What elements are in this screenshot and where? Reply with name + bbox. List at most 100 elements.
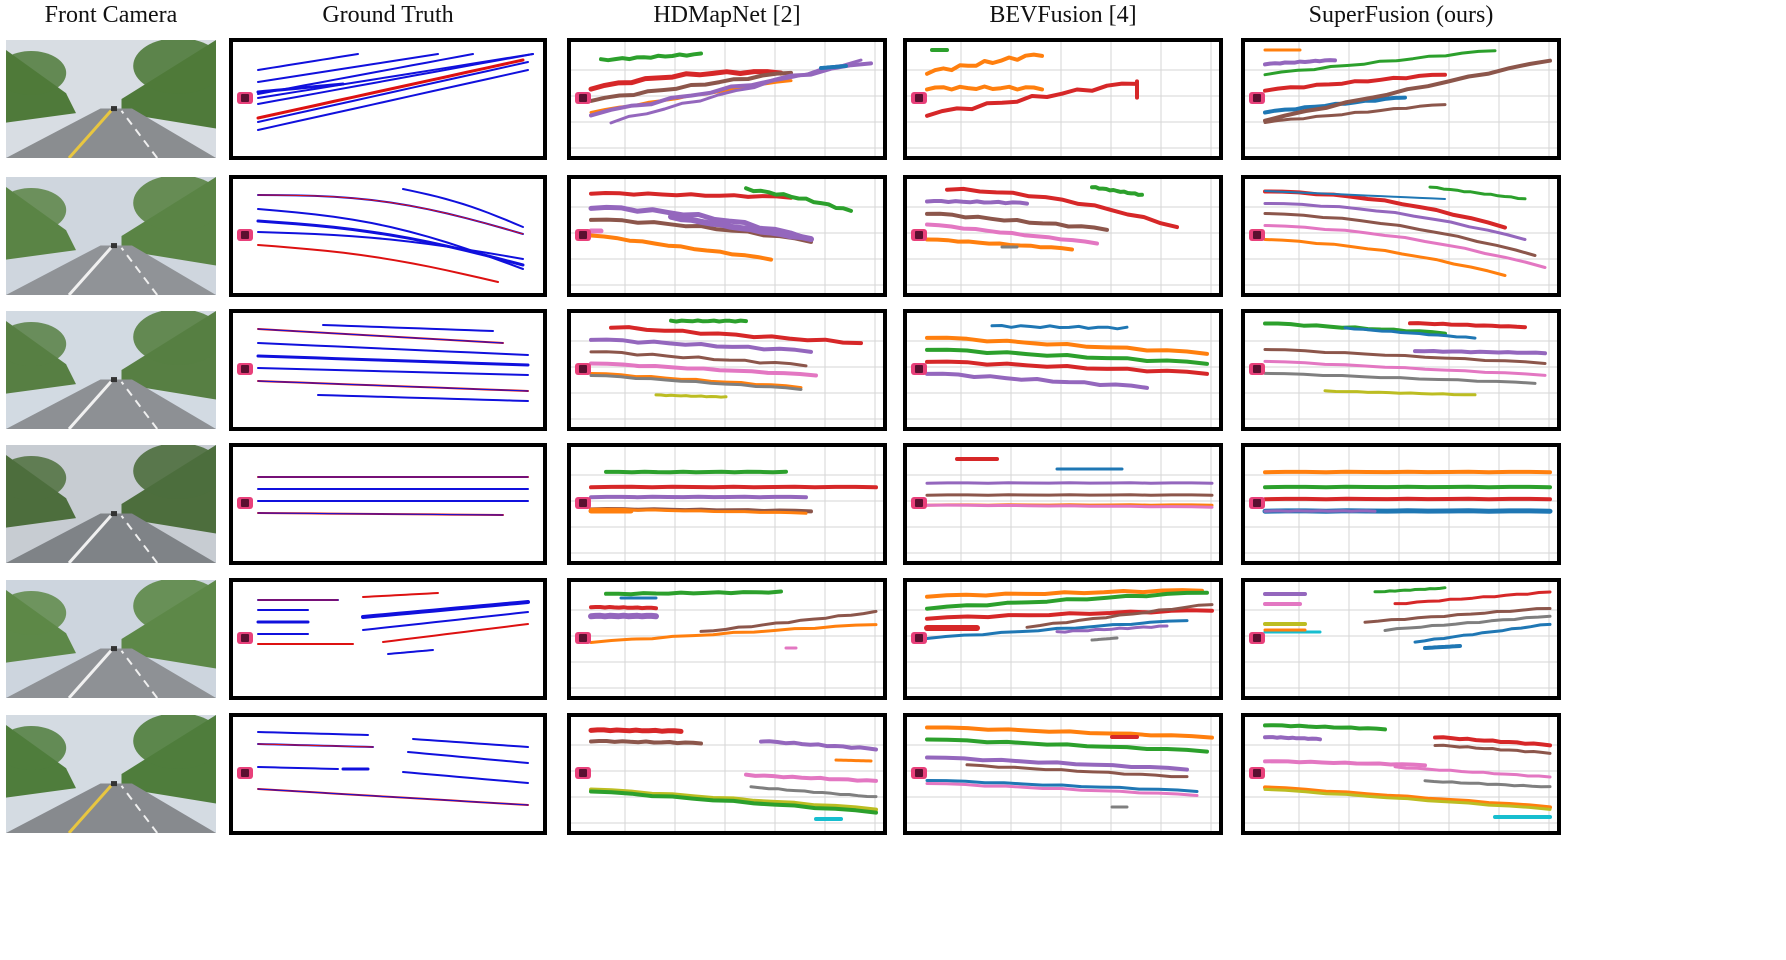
superfusion-panel (1241, 443, 1561, 565)
gt-lane-red (256, 58, 525, 120)
ego-vehicle-icon (237, 229, 253, 241)
pred-lane-purple (1263, 202, 1527, 241)
pred-lane-red (925, 608, 1214, 621)
pred-lane-red (1408, 321, 1527, 330)
ego-vehicle-icon (911, 497, 927, 509)
hdmapnet-panel (567, 175, 887, 297)
pred-lane-gray (1090, 636, 1119, 642)
pred-lane-brown (965, 763, 1189, 779)
column-header-hdmapnet: HDMapNet [2] (653, 2, 801, 28)
bev-grid (571, 447, 883, 561)
pred-lane-orange (589, 372, 803, 390)
pred-lane-olive (1263, 787, 1552, 811)
pred-lane-green (925, 590, 1209, 611)
ego-vehicle-icon (575, 632, 591, 644)
column-header-ground-truth: Ground Truth (322, 2, 454, 28)
pred-lane-gray (1263, 371, 1537, 385)
pred-lane-pink (1263, 759, 1427, 768)
bevfusion-panel (903, 578, 1223, 700)
bev-grid (907, 179, 1219, 293)
pred-lane-brown (1263, 58, 1552, 123)
gt-lane-red (257, 244, 499, 283)
gt-lane-blue (256, 354, 530, 367)
pred-lane-purple (759, 739, 878, 752)
pred-lane-purple (1413, 349, 1547, 356)
pred-lane-gray (589, 374, 803, 391)
pred-lane-red (589, 605, 658, 611)
pred-lane-orange (1263, 785, 1552, 810)
pred-lane-purple (925, 371, 1149, 390)
gt-lane-red (257, 194, 524, 235)
gt-lane-blue (257, 380, 529, 392)
pred-lane-pink (1393, 765, 1552, 779)
superfusion-panel (1241, 578, 1561, 700)
gt-lane-blue (257, 788, 529, 806)
gt-lane-blue (317, 394, 529, 402)
gt-lane-blue (257, 69, 529, 131)
pred-lane-blue (1264, 190, 1446, 200)
column-header-superfusion: SuperFusion (ours) (1308, 2, 1494, 28)
pred-lane-orange (925, 84, 1044, 92)
pred-lane-green (589, 789, 878, 815)
ego-vehicle-icon (1249, 92, 1265, 104)
pred-lane-olive (589, 787, 878, 812)
gt-lane-blue (412, 738, 529, 748)
pred-lane-pink (925, 782, 1199, 797)
pred-lane-brown (1363, 607, 1552, 624)
pred-lane-purple (925, 755, 1189, 772)
pred-lane-red (589, 484, 878, 490)
pred-lane-red (945, 186, 1179, 230)
superfusion-panel (1241, 175, 1561, 297)
pred-lane-green (925, 737, 1209, 754)
pred-lane-olive (1323, 389, 1477, 397)
pred-lane-red (1433, 735, 1552, 748)
pred-lane-purple (1055, 624, 1169, 634)
pred-lane-brown (1263, 212, 1537, 257)
hdmapnet-panel (567, 443, 887, 565)
pred-lane-orange (925, 237, 1074, 252)
gt-lane-blue (257, 328, 504, 344)
pred-lane-orange (834, 758, 873, 763)
ego-vehicle-icon (237, 92, 253, 104)
pred-lane-orange (925, 725, 1214, 740)
gt-lane-blue (361, 600, 530, 619)
bevfusion-panel (903, 309, 1223, 431)
pred-lane-red (588, 69, 784, 92)
gt-lane-blue (257, 53, 359, 71)
ego-vehicle-icon (911, 229, 927, 241)
pred-lane-blue (1343, 326, 1477, 340)
pred-lane-olive (654, 393, 728, 399)
pred-lane-brown (925, 211, 1109, 232)
pred-lane-pink (589, 361, 818, 378)
front-camera-image (6, 40, 216, 158)
pred-lane-blue (990, 324, 1129, 331)
pred-lane-purple (925, 199, 1029, 206)
gt-lane-blue (362, 611, 529, 631)
pred-lane-brown (589, 70, 793, 103)
gt-lane-blue (257, 766, 339, 770)
ground-truth-panel (229, 578, 547, 700)
pred-lane-green (599, 51, 703, 63)
pred-lane-purple (589, 337, 813, 354)
ground-truth-panel (229, 38, 547, 160)
pred-lane-brown (1263, 348, 1547, 365)
pred-lane-red (925, 81, 1139, 118)
pred-lane-red (1263, 72, 1447, 93)
pred-lane-green (604, 469, 788, 475)
ego-vehicle-icon (237, 767, 253, 779)
ego-vehicle-icon (1249, 767, 1265, 779)
hdmapnet-panel (567, 713, 887, 835)
pred-lane-pink (925, 222, 1099, 246)
gt-lane-blue (257, 512, 504, 516)
gt-lane-blue (407, 751, 529, 764)
column-header-front-camera: Front Camera (44, 2, 178, 28)
pred-lane-pink (744, 772, 878, 783)
column-header-bevfusion: BEVFusion [4] (989, 2, 1137, 28)
gt-lane-blue (257, 53, 439, 83)
bevfusion-panel (903, 38, 1223, 160)
pred-lane-brown (699, 609, 878, 633)
superfusion-panel (1241, 713, 1561, 835)
gt-lane-blue (257, 367, 529, 376)
ego-vehicle-icon (575, 767, 591, 779)
gt-lane-blue (257, 194, 524, 235)
